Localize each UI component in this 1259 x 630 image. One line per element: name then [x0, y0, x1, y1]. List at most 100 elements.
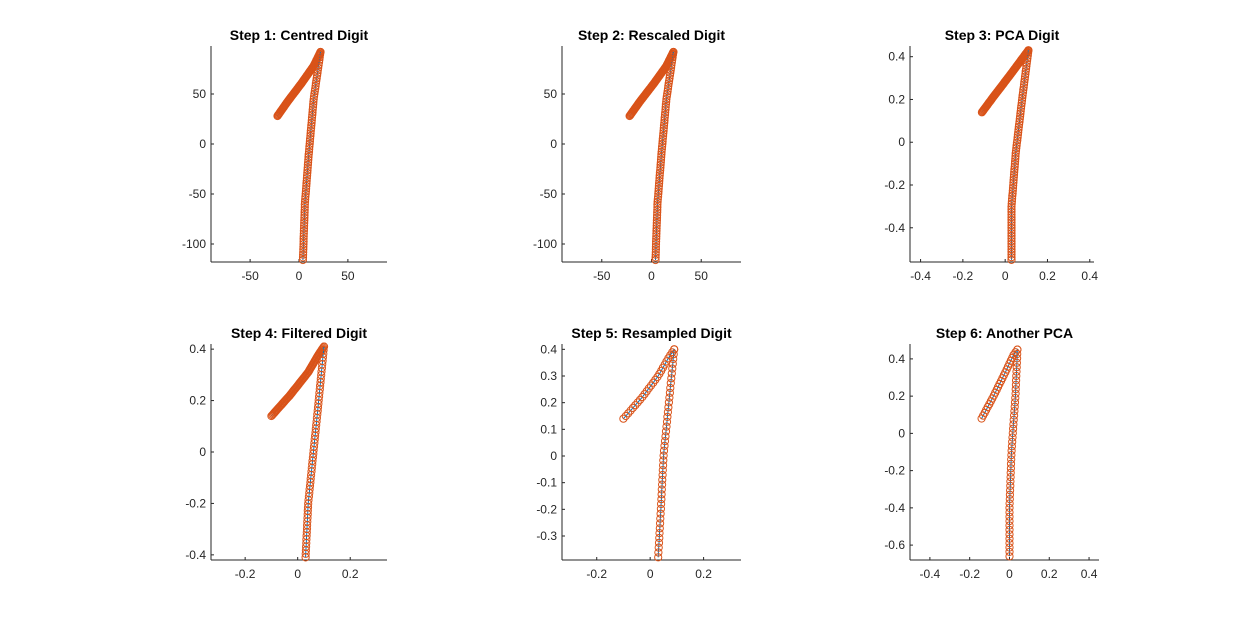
data-point-marker [656, 509, 665, 518]
data-point-marker [653, 211, 662, 220]
data-point-marker [1012, 144, 1021, 153]
y-tick-label: -0.6 [884, 538, 905, 552]
data-point-marker [1020, 77, 1029, 87]
data-point-marker [307, 113, 317, 122]
data-point-marker [667, 63, 676, 72]
subplot-step-3: Step 3: PCA Digit -0.4 -0.2 0 0.2 0.4 0.4 0.2 0 -… [884, 27, 1098, 283]
data-point-marker [663, 89, 672, 99]
data-point-marker [1006, 473, 1015, 482]
data-point-marker [1009, 173, 1018, 182]
data-point-marker [312, 76, 321, 85]
data-point-marker [655, 533, 664, 543]
data-point-marker [1023, 47, 1032, 57]
data-point-marker [669, 354, 678, 364]
x-tick-label: -0.2 [235, 567, 256, 581]
data-point-marker [1020, 72, 1030, 81]
data-point-marker [1014, 125, 1023, 134]
x-tick-label: -0.4 [910, 269, 931, 283]
data-point-marker [659, 124, 668, 133]
data-point-marker [652, 216, 662, 225]
data-point-marker [314, 61, 323, 70]
data-point-marker [307, 116, 316, 125]
data-point-marker [300, 205, 309, 214]
data-point-marker [1010, 398, 1020, 407]
data-point-marker [653, 203, 662, 212]
data-point-marker [655, 168, 665, 177]
y-tick-label: 0 [550, 137, 557, 151]
data-point-marker [301, 195, 310, 204]
data-point-marker [664, 403, 673, 412]
data-point-marker [299, 232, 308, 241]
data-point-marker [300, 197, 310, 206]
subplot-title: Step 1: Centred Digit [230, 27, 369, 43]
data-point-marker [654, 181, 664, 191]
data-point-marker [1009, 175, 1018, 185]
subplot-step-2: Step 2: Rescaled Digit -50 0 50 50 0 -50 -100 [533, 27, 741, 283]
data-point-marker [657, 145, 667, 154]
data-point-marker [300, 221, 309, 230]
data-point-marker [1007, 451, 1016, 460]
data-point-marker [318, 344, 327, 353]
data-point-marker [651, 240, 661, 249]
subplot-title: Step 2: Rescaled Digit [578, 27, 725, 43]
data-point-marker [660, 437, 670, 446]
data-point-marker [1012, 358, 1022, 367]
data-point-marker [666, 66, 675, 75]
data-point-marker [1009, 181, 1018, 190]
data-point-marker [670, 345, 679, 354]
data-point-marker [1007, 197, 1017, 206]
y-tick-label: 0.3 [540, 369, 557, 383]
y-tick-label: 0.2 [540, 396, 557, 410]
x-tick-label: 0 [296, 269, 303, 283]
data-point-marker [300, 213, 309, 222]
data-point-marker [303, 168, 312, 177]
data-point-marker [1011, 157, 1020, 166]
data-point-marker [1015, 117, 1024, 126]
data-point-marker [659, 446, 669, 455]
data-point-marker [304, 147, 314, 156]
data-point-marker [299, 234, 308, 243]
data-point-marker [638, 392, 647, 402]
data-point-marker [304, 150, 313, 159]
data-point-marker [1010, 407, 1019, 416]
data-point-marker [657, 485, 666, 494]
data-point-marker [1007, 215, 1016, 224]
subplot-step-1: Step 1: Centred Digit -50 0 50 50 0 -50 -100 [182, 27, 387, 283]
y-tick-label: -0.4 [884, 221, 905, 235]
data-point-marker [666, 68, 675, 78]
data-point-marker [1009, 415, 1018, 424]
data-point-marker [655, 524, 664, 533]
data-point-marker [315, 53, 324, 62]
data-point-marker [669, 47, 678, 57]
x-tick-label: 0.4 [1081, 269, 1098, 283]
subplot-step-6: Step 6: Another PCA -0.4 -0.2 0 0.2 0.4 0.4 0.2… [884, 325, 1099, 581]
data-point-marker [1006, 477, 1015, 486]
data-point-marker [652, 221, 661, 230]
x-tick-label: 0 [647, 567, 654, 581]
data-point-marker [1008, 437, 1017, 446]
data-point-marker [651, 245, 661, 254]
data-point-marker [301, 549, 310, 558]
data-point-marker [635, 395, 645, 404]
y-tick-label: 0 [199, 137, 206, 151]
data-point-marker [301, 187, 310, 196]
data-point-marker [659, 131, 668, 141]
data-point-marker [303, 166, 312, 175]
data-point-marker [309, 100, 318, 109]
data-point-marker [308, 110, 317, 120]
data-point-marker [656, 166, 665, 175]
x-tick-label: -0.2 [586, 567, 607, 581]
data-point-marker [304, 158, 313, 167]
data-point-marker [1014, 122, 1023, 132]
subplot-title: Step 5: Resampled Digit [571, 325, 732, 341]
data-point-marker [303, 160, 312, 169]
data-point-marker [651, 248, 660, 257]
data-point-marker [1021, 67, 1030, 76]
data-point-marker [1014, 128, 1023, 137]
data-point-marker [302, 184, 311, 193]
data-point-marker [660, 118, 669, 127]
data-point-marker [1007, 237, 1016, 246]
data-point-marker [1021, 70, 1030, 79]
data-point-marker [667, 369, 676, 378]
data-point-marker [664, 79, 673, 88]
